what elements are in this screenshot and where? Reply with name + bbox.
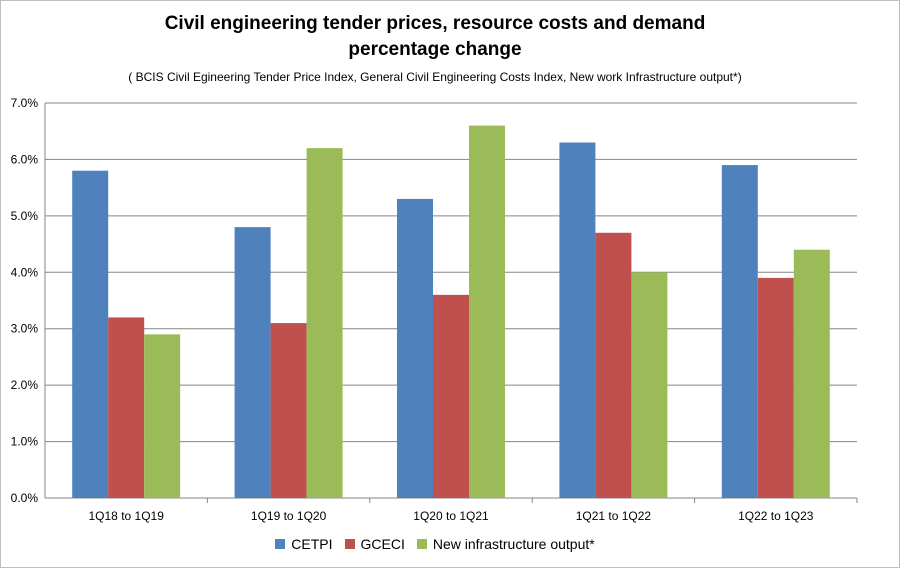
- bar: [559, 142, 596, 498]
- chart-subtitle: ( BCIS Civil Egineering Tender Price Ind…: [128, 70, 742, 84]
- bar: [757, 277, 794, 498]
- bar: [397, 198, 433, 498]
- y-tick-label: 1.0%: [11, 435, 39, 449]
- legend-label: GCECI: [360, 536, 405, 552]
- legend-label: New infrastructure output*: [432, 536, 595, 552]
- chart-title-line-1: Civil engineering tender prices, resourc…: [164, 13, 706, 34]
- x-tick-label: 1Q21 to 1Q22: [576, 509, 652, 523]
- legend-item: CETPI: [275, 536, 333, 552]
- bar: [721, 165, 758, 499]
- y-tick-label: 0.0%: [11, 491, 39, 505]
- bar: [469, 125, 505, 499]
- bar: [793, 249, 830, 498]
- bar: [234, 227, 271, 498]
- bar: [270, 323, 307, 498]
- x-tick-label: 1Q20 to 1Q21: [413, 509, 489, 523]
- chart-title-line-2: percentage change: [348, 39, 522, 60]
- x-tick-label: 1Q22 to 1Q23: [738, 509, 814, 523]
- bar: [631, 272, 668, 498]
- bar: [144, 334, 181, 498]
- y-tick-label: 7.0%: [11, 96, 39, 110]
- y-tick-label: 6.0%: [11, 152, 39, 166]
- y-tick-label: 4.0%: [11, 265, 39, 279]
- legend-label: CETPI: [291, 536, 333, 552]
- x-tick-label: 1Q18 to 1Q19: [89, 509, 165, 523]
- legend-item: GCECI: [344, 536, 405, 552]
- legend-swatch: [275, 539, 286, 549]
- bar: [108, 317, 145, 498]
- bar: [306, 148, 343, 498]
- y-tick-label: 3.0%: [11, 322, 39, 336]
- bar: [433, 294, 469, 498]
- bar: [72, 170, 109, 498]
- legend-swatch: [416, 539, 427, 549]
- legend-item: New infrastructure output*: [416, 536, 595, 552]
- y-tick-label: 5.0%: [11, 209, 39, 223]
- x-tick-label: 1Q19 to 1Q20: [251, 509, 327, 523]
- y-tick-label: 2.0%: [11, 378, 39, 392]
- legend-swatch: [344, 539, 355, 549]
- chart-legend: CETPI GCECI New infrastructure output*: [0, 536, 870, 552]
- bar: [595, 232, 632, 499]
